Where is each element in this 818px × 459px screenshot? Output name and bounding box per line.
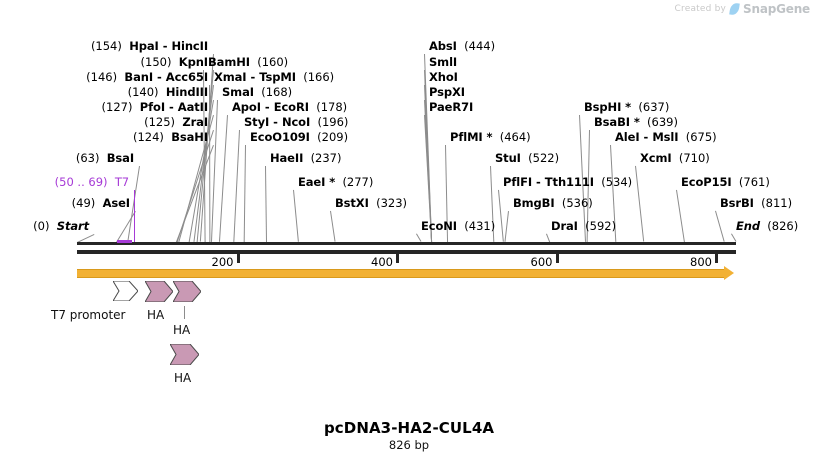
feature-arrow-ha-2[interactable] — [173, 281, 201, 302]
ruler-tick-label: 800 — [690, 255, 712, 269]
enzyme-label-paer7i: PaeR7I — [429, 100, 474, 114]
feature-arrow-ha-1[interactable] — [145, 281, 173, 302]
snapgene-watermark: Created by SnapGene — [674, 2, 811, 16]
leader-line-bstxi — [330, 210, 336, 242]
leader-line-bsrbi — [715, 210, 725, 242]
leader-line-apoi-ecori — [218, 115, 228, 243]
enzyme-label-end: End (826) — [736, 219, 799, 233]
promoter-label-t7: (50 .. 69) T7 — [54, 175, 129, 189]
enzyme-label-styi-ncoi: StyI - NcoI (196) — [244, 115, 349, 129]
enzyme-label-asei: (49) AseI — [71, 196, 130, 210]
ruler-tick-label: 400 — [371, 255, 393, 269]
enzyme-label-zrai: (125) ZraI — [144, 115, 208, 129]
enzyme-label-pfoi-aatii: (127) PfoI - AatII — [101, 100, 209, 114]
leader-line-ecop15i — [676, 189, 685, 242]
feature-leader-ha-2 — [184, 306, 185, 319]
orf-arrowhead-icon — [724, 266, 734, 280]
leader-line-xcmi — [635, 165, 645, 242]
ruler-tick — [555, 254, 559, 263]
snapgene-leaf-icon — [729, 2, 740, 16]
enzyme-label-bmgbi: BmgBI (536) — [513, 196, 593, 210]
enzyme-label-bsrbi: BsrBI (811) — [720, 196, 793, 210]
ruler-tick — [396, 254, 399, 263]
enzyme-label-pflmi: PflMI * (464) — [450, 130, 531, 144]
enzyme-label-smai: SmaI (168) — [222, 85, 293, 99]
enzyme-label-econi: EcoNI (431) — [421, 219, 496, 233]
enzyme-label-haeii: HaeII (237) — [270, 151, 342, 165]
leader-line-drai — [546, 233, 551, 242]
ruler-tick — [715, 254, 718, 263]
leader-line-pflfi-tth — [498, 189, 504, 242]
enzyme-label-alei-mssi: AleI - MslI (675) — [615, 130, 717, 144]
ruler-tick-label: 200 — [211, 255, 234, 269]
enzyme-label-bsphi: BspHI * (637) — [584, 100, 670, 114]
watermark-brand: SnapGene — [743, 2, 810, 16]
enzyme-label-hpai-hincii: (154) HpaI - HincII — [90, 39, 208, 53]
leader-line-bmgbi — [504, 211, 509, 243]
enzyme-label-bani-acc65i: (146) BanI - Acc65I — [86, 70, 208, 84]
leader-line-econi — [416, 233, 422, 242]
ruler-tick — [236, 254, 240, 263]
sequence-line-bottom — [77, 250, 736, 254]
enzyme-label-bsai: (63) BsaI — [75, 151, 134, 165]
leader-line-haeii — [265, 165, 268, 242]
enzyme-label-pflfi-tth: PflFI - Tth111I (534) — [503, 175, 633, 189]
enzyme-label-ecoo109i: EcoO109I (209) — [250, 130, 349, 144]
feature-label-ha-2: HA — [173, 323, 191, 337]
enzyme-label-bsahi: (124) BsaHI — [132, 130, 208, 144]
leader-line-end — [731, 233, 737, 242]
leader-line-t7-promoter — [134, 190, 136, 242]
feature-label-t7-promoter: T7 promoter — [51, 308, 126, 322]
leader-line-asei — [116, 211, 136, 243]
enzyme-label-stui: StuI (522) — [495, 151, 560, 165]
sequence-line-top — [77, 242, 736, 245]
ruler-tick-label: 600 — [530, 255, 553, 269]
enzyme-label-smli: SmlI — [429, 55, 458, 69]
plasmid-name: pcDNA3-HA2-CUL4A — [323, 419, 495, 437]
enzyme-label-start: (0) Start — [33, 219, 89, 233]
enzyme-label-eaei: EaeI * (277) — [298, 175, 374, 189]
t7-promoter-segment — [116, 240, 133, 243]
enzyme-label-drai: DraI (592) — [551, 219, 617, 233]
enzyme-label-absi: AbsI (444) — [429, 39, 496, 53]
enzyme-label-kpni: (150) KpnI — [140, 55, 209, 69]
watermark-prefix: Created by — [674, 4, 727, 14]
orf-bar — [77, 269, 724, 278]
enzyme-label-pspxi: PspXI — [429, 85, 465, 99]
enzyme-label-bsabi: BsaBI * (639) — [594, 115, 678, 129]
leader-line-styi-ncoi — [233, 130, 240, 243]
leader-line-eaei — [293, 189, 299, 242]
enzyme-label-apoi-ecori: ApoI - EcoRI (178) — [232, 100, 348, 114]
enzyme-label-bstxi: BstXI (323) — [335, 196, 408, 210]
leader-line-ecoo109i — [243, 145, 246, 243]
enzyme-label-xhoi: XhoI — [429, 70, 458, 84]
enzyme-label-xcmi: XcmI (710) — [640, 151, 710, 165]
enzyme-label-xmai-tspmi: XmaI - TspMI (166) — [214, 70, 335, 84]
enzyme-label-ecop15i: EcoP15I (761) — [681, 175, 770, 189]
feature-arrow-ha-3[interactable] — [170, 344, 199, 365]
feature-label-ha-3: HA — [174, 371, 192, 385]
feature-label-ha-1: HA — [147, 308, 165, 322]
feature-arrow-t7-promoter[interactable] — [113, 281, 138, 301]
enzyme-label-hindiii: (140) HindIII — [127, 85, 208, 99]
enzyme-label-bamhi: BamHI (160) — [208, 55, 289, 69]
plasmid-length: 826 bp — [388, 438, 430, 452]
